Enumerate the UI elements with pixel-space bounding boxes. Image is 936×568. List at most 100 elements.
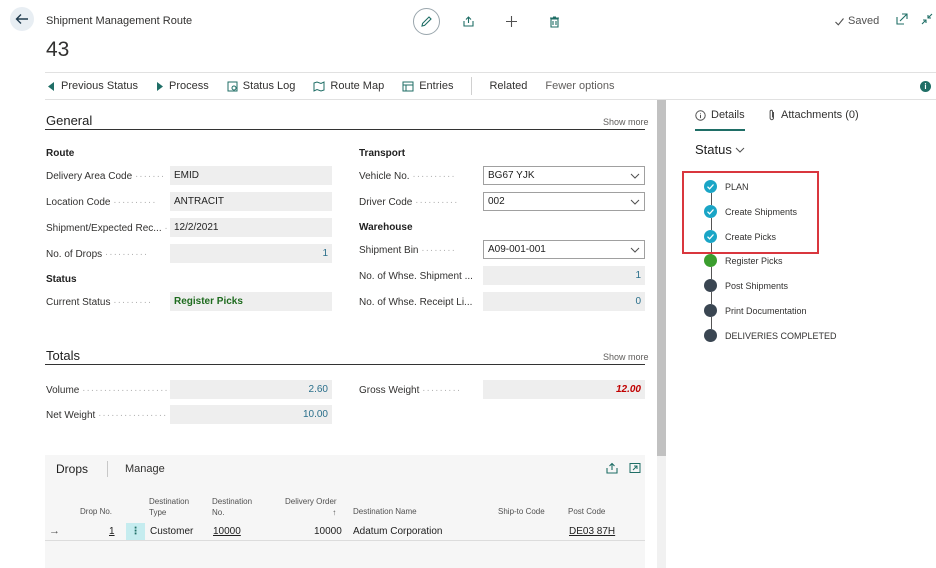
col-delivery-order[interactable]: Delivery Order ↑ [285, 496, 337, 518]
whse-shipment-field[interactable]: 1 [483, 266, 645, 285]
entries-action[interactable]: Entries [402, 80, 453, 92]
post-code-cell[interactable]: DE03 87H [569, 526, 616, 537]
col-drop-no[interactable]: Drop No. [80, 507, 113, 516]
shipment-bin-value: A09-001-001 [488, 244, 546, 255]
main-scrollbar[interactable] [657, 100, 666, 568]
drops-divider [107, 461, 109, 477]
col-destination-type[interactable]: Destination Type [149, 497, 190, 517]
step-label: Print Documentation [725, 305, 807, 316]
vehicle-no-label: Vehicle No. ·········· [359, 171, 456, 182]
current-status-field[interactable]: Register Picks [170, 292, 332, 311]
drop-no-cell[interactable]: 1 [109, 526, 115, 537]
info-icon[interactable]: i [920, 81, 931, 92]
vehicle-no-value: BG67 YJK [488, 170, 535, 181]
shipment-date-field[interactable]: 12/2/2021 [170, 218, 332, 237]
previous-status-label: Previous Status [61, 80, 139, 92]
general-title[interactable]: General [46, 113, 93, 128]
status-log-action[interactable]: Status Log [227, 80, 295, 92]
info-circle-icon [695, 109, 706, 121]
destination-no-cell[interactable]: 10000 [213, 526, 241, 537]
totals-title[interactable]: Totals [46, 348, 80, 363]
chevron-down-icon [630, 247, 640, 253]
volume-field[interactable]: 2.60 [170, 380, 332, 399]
shipment-bin-select[interactable]: A09-001-001 [483, 240, 645, 259]
drops-header: Drops Manage [45, 455, 645, 483]
current-step-dot-icon [704, 254, 717, 267]
check-circle-icon [704, 205, 717, 218]
driver-code-value: 002 [488, 196, 505, 207]
status-title-label: Status [695, 142, 732, 157]
status-step-register-picks: Register Picks [704, 254, 783, 267]
page-caption: Shipment Management Route [46, 15, 193, 27]
row-arrow-icon: → [49, 525, 60, 537]
status-title[interactable]: Status [695, 142, 745, 157]
chevron-down-icon [630, 173, 640, 179]
col-post-code[interactable]: Post Code [568, 507, 606, 516]
chevron-down-icon [630, 199, 640, 205]
step-label: DELIVERIES COMPLETED [725, 330, 837, 341]
step-label: Create Picks [725, 231, 777, 242]
check-circle-icon [704, 180, 717, 193]
previous-status-action[interactable]: Previous Status [48, 80, 138, 92]
share-button[interactable] [453, 7, 483, 35]
pending-step-dot-icon [704, 329, 717, 342]
pending-step-dot-icon [704, 279, 717, 292]
collapse-icon[interactable] [921, 13, 933, 25]
gross-weight-label: Gross Weight ········· [359, 385, 462, 396]
map-icon [313, 80, 325, 92]
gross-weight-field[interactable]: 12.00 [483, 380, 645, 399]
pencil-icon [421, 15, 432, 27]
drops-title[interactable]: Drops [56, 462, 89, 476]
tab-attachments[interactable]: Attachments (0) [768, 109, 859, 121]
back-button[interactable] [10, 7, 34, 31]
col-ship-to-code[interactable]: Ship-to Code [498, 507, 545, 516]
row-menu-button[interactable]: ⋮ [126, 523, 145, 540]
related-action[interactable]: Related [489, 80, 528, 92]
driver-code-select[interactable]: 002 [483, 192, 645, 211]
log-icon [227, 81, 238, 91]
status-step-post-shipments: Post Shipments [704, 279, 788, 292]
process-action[interactable]: Process [156, 80, 209, 92]
delivery-area-code-field[interactable]: EMID [170, 166, 332, 185]
fewer-options-action[interactable]: Fewer options [545, 80, 615, 92]
tab-attachments-label: Attachments (0) [781, 109, 859, 121]
check-circle-icon [704, 230, 717, 243]
expand-icon[interactable] [629, 462, 641, 474]
whse-receipt-label: No. of Whse. Receipt Li... [359, 297, 473, 308]
route-map-action[interactable]: Route Map [313, 80, 384, 92]
whse-receipt-field[interactable]: 0 [483, 292, 645, 311]
volume-label: Volume ····················· [46, 385, 174, 396]
open-new-window-icon[interactable] [896, 13, 908, 25]
step-connector [711, 218, 712, 230]
row-divider [45, 540, 645, 541]
delete-button[interactable] [539, 7, 569, 35]
transport-group-label: Transport [359, 148, 406, 159]
scroll-thumb[interactable] [657, 100, 666, 456]
route-map-label: Route Map [330, 80, 385, 92]
step-connector [711, 193, 712, 205]
col-destination-no[interactable]: Destination No. [212, 497, 253, 517]
new-button[interactable] [496, 7, 526, 35]
record-number: 43 [46, 38, 70, 61]
general-show-more[interactable]: Show more [603, 117, 649, 127]
tab-active-indicator [695, 129, 745, 131]
destination-type-cell: Customer [150, 526, 194, 537]
col-destination-name[interactable]: Destination Name [353, 507, 417, 516]
location-code-field[interactable]: ANTRACIT [170, 192, 332, 211]
saved-label: Saved [848, 15, 880, 27]
drops-manage-action[interactable]: Manage [125, 463, 165, 475]
no-of-drops-field[interactable]: 1 [170, 244, 332, 263]
action-divider [471, 77, 473, 95]
vehicle-no-select[interactable]: BG67 YJK [483, 166, 645, 185]
share-icon[interactable] [606, 462, 618, 474]
tab-details[interactable]: Details [695, 109, 745, 121]
header-actions [413, 7, 582, 35]
status-step-create-shipments: Create Shipments [704, 205, 797, 218]
no-of-drops-label: No. of Drops ·········· [46, 249, 149, 260]
edit-button[interactable] [413, 7, 440, 35]
net-weight-field[interactable]: 10.00 [170, 405, 332, 424]
pending-step-dot-icon [704, 304, 717, 317]
triangle-left-icon [48, 81, 54, 91]
chevron-down-icon [735, 147, 745, 153]
totals-show-more[interactable]: Show more [603, 352, 649, 362]
